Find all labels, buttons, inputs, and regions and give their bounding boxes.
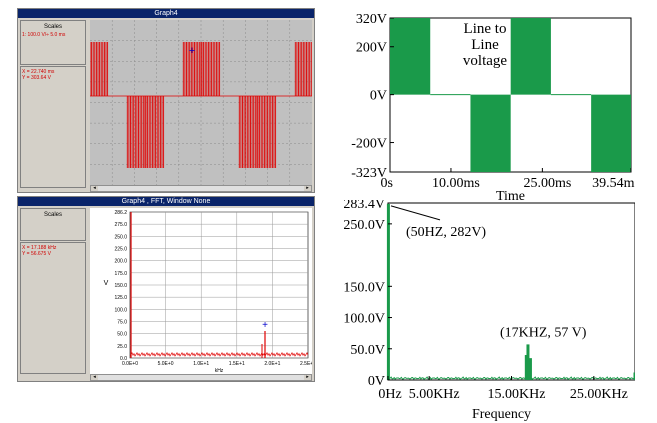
annotation-17khz: (17KHZ, 57 V): [500, 325, 587, 340]
y-tick-label: 100.0V: [343, 312, 385, 327]
time-waveform-plot: +: [89, 20, 314, 185]
fft-cursor-x-readout: X = 17.188 kHz: [22, 245, 57, 251]
fft-scroll-left-button[interactable]: ◂: [91, 375, 98, 380]
y-tick-label: 0V: [368, 374, 385, 389]
spectral-peak-2: [524, 355, 528, 380]
scales-label: Scales: [43, 24, 62, 30]
fft-x-axis-label: kHz: [215, 368, 224, 374]
cursor-x-readout: X = 22.740 ms: [22, 69, 55, 75]
fft-plot-frame[interactable]: 286.2 275.0 250.0 225.0 200.0 175.0 150.0 125.0…: [90, 208, 317, 374]
fft-x-tick-label: 5.0E+0: [158, 361, 174, 367]
chart-title-line: voltage: [463, 53, 507, 69]
fft-cursor-y-readout: Y = 56.675 V: [22, 251, 51, 257]
fft-y-tick-label: 225.0: [114, 247, 127, 253]
fft-scales-label: Scales: [43, 212, 62, 218]
pwm-block-2: [470, 94, 511, 172]
fft-x-tick-label: 2.5E+1: [300, 361, 312, 367]
fft-x-tick-label: 2.0E+1: [264, 361, 280, 367]
cursor-y-readout: Y = 303.64 V: [22, 75, 51, 81]
spectral-peak-1: [526, 344, 530, 380]
y-tick-label: 50.0V: [350, 343, 385, 358]
fft-x-tick-label: 1.5E+1: [229, 361, 245, 367]
x-axis-title: Frequency: [472, 407, 531, 422]
fft-y-tick-label: 125.0: [114, 295, 127, 301]
horizontal-scrollbar[interactable]: ◂ ▸: [90, 185, 312, 192]
fft-y-tick-label: 0.0: [120, 356, 127, 362]
x-tick-label: 25.00KHz: [570, 387, 628, 402]
annotation-50hz: (50HZ, 282V): [406, 225, 486, 240]
x-tick-label: 0Hz: [378, 387, 401, 402]
y-tick-label: 283.4V: [343, 200, 385, 212]
x-axis-title: Time: [496, 189, 525, 200]
fft-y-tick-label: 250.0: [114, 234, 127, 240]
y-tick-label: -323V: [351, 166, 387, 181]
fft-y-tick-label: 175.0: [114, 271, 127, 277]
pwm-block-0: [390, 18, 431, 95]
scroll-left-button[interactable]: ◂: [91, 186, 98, 191]
y-tick-label: 0V: [370, 89, 387, 104]
chart-title-line: Line: [471, 37, 499, 53]
spectral-peak-4: [633, 372, 635, 380]
fft-y-tick-label: 25.0: [117, 344, 127, 350]
fft-y-tick-label: 100.0: [114, 307, 127, 313]
spectral-peak-3: [528, 358, 532, 380]
y-tick-label: 200V: [356, 41, 387, 56]
fft-spectrum-plot: 286.2 275.0 250.0 225.0 200.0 175.0 150.0 125.0…: [104, 210, 317, 374]
fft-window: Graph4 , FFT, Window None Scales X = 17.…: [17, 196, 317, 382]
scales-panel: Scales 1: 100.0 V/÷ 5.0 ms: [20, 20, 86, 65]
scroll-right-button[interactable]: ▸: [304, 186, 311, 191]
window-title: Graph4: [18, 9, 314, 18]
x-tick-label: 25.00ms: [523, 176, 571, 191]
x-tick-label: 0s: [381, 176, 393, 191]
fft-y-axis-label: V: [104, 280, 109, 287]
red-pwm-waveform: [89, 42, 314, 168]
x-tick-label: 39.54ms: [592, 176, 635, 191]
fft-window-title: Graph4 , FFT, Window None: [18, 197, 314, 206]
time-plot-area[interactable]: +: [89, 20, 314, 185]
x-tick-label: 10.00ms: [432, 176, 480, 191]
graph4-window: Graph4 Scales 1: 100.0 V/÷ 5.0 ms X = 22…: [17, 8, 315, 193]
x-tick-label: 5.00KHz: [409, 387, 460, 402]
fft-y-tick-label: 50.0: [117, 332, 127, 338]
fft-horizontal-scrollbar[interactable]: ◂ ▸: [90, 374, 312, 381]
x-tick-label: 15.00KHz: [488, 387, 546, 402]
annotation-leader-50hz: [390, 205, 441, 221]
fft-y-tick-label: 275.0: [114, 222, 127, 228]
spectral-peak-0: [386, 203, 390, 380]
fft-y-tick-label: 75.0: [117, 320, 127, 326]
fft-scroll-right-button[interactable]: ▸: [304, 375, 311, 380]
cursor-crosshair: +: [189, 45, 195, 57]
fft-y-tick-label: 200.0: [114, 259, 127, 265]
pwm-block-5: [591, 94, 631, 172]
fft-x-tick-label: 1.0E+1: [193, 361, 209, 367]
scale-readout: 1: 100.0 V/÷ 5.0 ms: [22, 32, 66, 38]
fft-cursor-panel: X = 17.188 kHz Y = 56.675 V: [20, 242, 86, 374]
fft-red-noise: [129, 352, 309, 357]
chart-title-line: Line to: [464, 21, 507, 37]
fft-y-tick-label: 286.2: [114, 210, 127, 216]
pwm-block-3: [510, 18, 551, 95]
y-tick-label: 320V: [356, 12, 387, 27]
y-tick-label: 250.0V: [343, 218, 385, 233]
y-tick-label: -200V: [351, 137, 387, 152]
fft-scales-panel: Scales: [20, 208, 86, 241]
fft-x-tick-label: 0.0E+0: [122, 361, 138, 367]
fft-y-tick-label: 150.0: [114, 283, 127, 289]
y-tick-label: 150.0V: [343, 280, 385, 295]
fft-cursor-crosshair: +: [262, 320, 268, 331]
cursor-panel: X = 22.740 ms Y = 303.64 V: [20, 66, 86, 188]
